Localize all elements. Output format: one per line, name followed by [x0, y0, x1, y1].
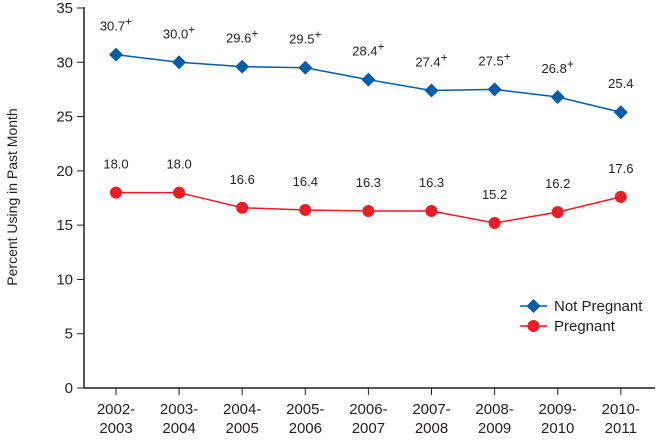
y-tick-label: 25: [56, 109, 73, 126]
data-point: [550, 90, 565, 105]
y-tick-label: 30: [56, 54, 73, 71]
data-point: [487, 82, 502, 97]
significance-mark: +: [188, 22, 195, 36]
data-label: 27.4+: [415, 51, 447, 70]
data-point: [298, 60, 313, 75]
y-tick-label: 15: [56, 217, 73, 234]
data-label: 27.5+: [478, 49, 510, 68]
y-tick-label: 0: [65, 380, 73, 397]
data-point: [110, 186, 122, 199]
legend-entry: Not Pregnant: [520, 298, 643, 315]
significance-mark: +: [125, 15, 132, 29]
x-tick-label: 2009-2010: [539, 401, 577, 437]
y-tick-label: 35: [56, 0, 73, 17]
data-label: 16.4: [293, 174, 318, 189]
data-point: [172, 55, 187, 70]
x-tick-label: 2008-2009: [475, 401, 513, 437]
x-tick-label: 2007-2008: [412, 401, 450, 437]
data-point: [424, 83, 439, 98]
series-pregnant: 18.0 18.0 16.6 16.4 16.3 16.3 15.2 16.2 17.6: [103, 157, 633, 229]
x-tick-label: 2006-2007: [349, 401, 387, 437]
data-label: 15.2: [482, 187, 507, 202]
data-label: 18.0: [166, 157, 191, 172]
legend-label: Not Pregnant: [554, 298, 643, 315]
legend-entry: Pregnant: [520, 318, 616, 335]
significance-mark: +: [567, 57, 574, 71]
data-point: [361, 72, 376, 87]
data-label: 30.7+: [100, 15, 132, 34]
y-axis-label: Percent Using in Past Month: [4, 108, 20, 285]
x-tick-label: 2002-2003: [97, 401, 135, 437]
data-point: [109, 47, 123, 62]
data-label: 16.6: [230, 172, 255, 187]
significance-mark: +: [441, 51, 448, 65]
data-label: 16.2: [545, 176, 570, 191]
significance-mark: +: [251, 27, 258, 41]
data-point: [236, 201, 249, 214]
data-label: 28.4+: [352, 40, 384, 59]
data-point: [173, 186, 186, 199]
data-point: [551, 206, 564, 219]
data-label: 25.4: [608, 76, 633, 91]
data-label: 30.0+: [163, 22, 195, 41]
significance-mark: +: [314, 28, 321, 42]
data-label: 29.5+: [289, 28, 321, 47]
data-point: [425, 205, 438, 218]
data-point: [235, 59, 250, 74]
data-label: 16.3: [356, 175, 381, 190]
y-tick-label: 5: [65, 326, 73, 343]
x-tick-label: 2003-2004: [160, 401, 198, 437]
data-point: [362, 205, 375, 218]
data-label: 16.3: [419, 175, 444, 190]
data-label: 17.6: [608, 161, 633, 176]
x-tick-label: 2004-2005: [223, 401, 261, 437]
y-tick-label: 10: [56, 271, 73, 288]
significance-mark: +: [504, 49, 511, 63]
x-tick-label: 2010-2011: [602, 401, 640, 437]
legend-label: Pregnant: [554, 318, 616, 335]
significance-mark: +: [378, 40, 385, 54]
y-tick-label: 20: [56, 163, 73, 180]
x-tick-label: 2005-2006: [286, 401, 324, 437]
data-label: 18.0: [103, 157, 128, 172]
legend-marker: [526, 299, 541, 313]
data-point: [299, 203, 312, 216]
legend-marker: [527, 320, 540, 332]
series-not-pregnant: 30.7+ 30.0+ 29.6+ 29.5+ 28.4+ 27.4+ 27.5+ 26.8+…: [100, 15, 633, 120]
data-label: 26.8+: [542, 57, 574, 76]
data-label: 29.6+: [226, 27, 258, 46]
data-point: [613, 105, 628, 120]
data-point: [614, 190, 627, 203]
data-point: [488, 216, 501, 229]
